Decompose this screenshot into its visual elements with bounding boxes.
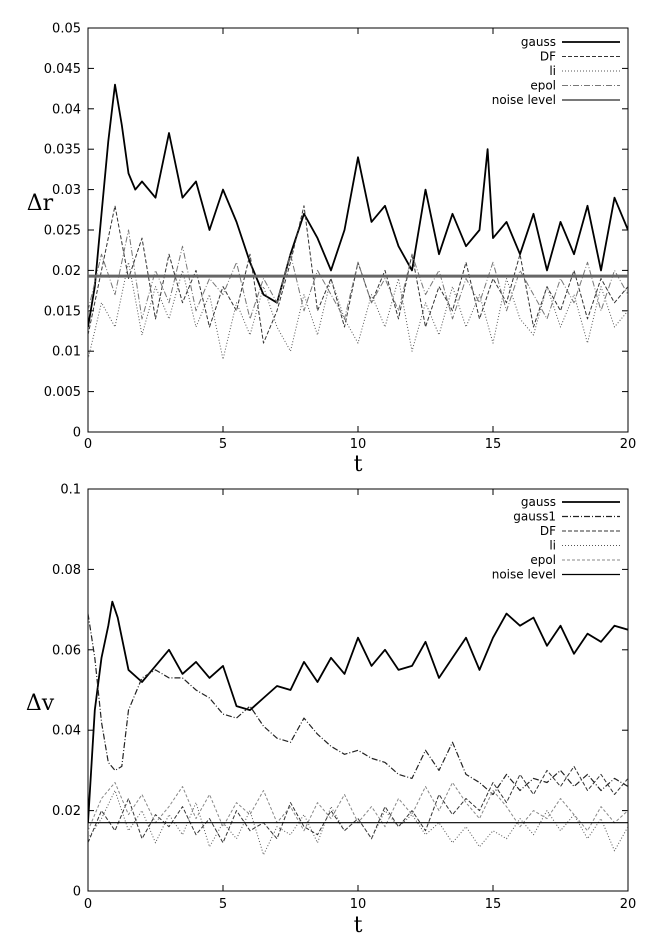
- chart2-legend-label: li: [549, 539, 556, 553]
- chart1-y-tick-label: 0.025: [44, 224, 81, 239]
- chart2-series-line-epol: [88, 782, 628, 832]
- chart1-x-axis-label: t: [354, 452, 363, 477]
- chart2-legend-label: DF: [540, 524, 556, 538]
- chart2-x-tick-label: 5: [219, 897, 227, 912]
- chart1-y-tick-label: 0.02: [52, 264, 81, 279]
- chart1-y-axis-label: Δr: [27, 191, 54, 216]
- chart2-y-tick-label: 0.02: [52, 804, 81, 819]
- chart2-y-axis-label: Δv: [26, 691, 55, 716]
- chart1-y-tick-label: 0.05: [52, 22, 81, 37]
- chart1-y-tick-label: 0.035: [44, 143, 81, 158]
- chart1-x-tick-label: 10: [350, 437, 367, 452]
- chart1-series-line-DF: [88, 205, 628, 344]
- chart1-y-tick-label: 0.005: [44, 385, 81, 400]
- chart2-y-tick-label: 0.08: [52, 563, 81, 578]
- chart2-x-axis-label: t: [354, 913, 363, 938]
- chart1-y-tick-label: 0.01: [52, 345, 81, 360]
- chart2-legend-label: noise level: [492, 568, 556, 582]
- chart2-legend-label: gauss: [521, 495, 556, 509]
- chart1-x-tick-label: 20: [620, 437, 637, 452]
- chart1-legend-label: noise level: [492, 93, 556, 107]
- chart1-y-tick-label: 0.015: [44, 304, 81, 319]
- chart2-x-tick-label: 20: [620, 897, 637, 912]
- chart2-y-tick-label: 0.04: [52, 724, 81, 739]
- chart2-series-line-gauss1: [88, 613, 628, 796]
- chart1-y-tick-label: 0.045: [44, 62, 81, 77]
- chart2-series-line-li: [88, 790, 628, 856]
- chart2-y-tick-label: 0.1: [60, 483, 81, 498]
- chart2-series-line-gauss: [88, 600, 628, 823]
- chart1-y-tick-label: 0.03: [52, 183, 81, 198]
- chart1-legend-label: epol: [530, 79, 556, 93]
- chart2-series-line-DF: [88, 765, 628, 844]
- chart1-series-line-epol: [88, 229, 628, 320]
- chart2-x-tick-label: 10: [350, 897, 367, 912]
- chart1-x-tick-label: 15: [485, 437, 502, 452]
- chart2-x-tick-label: 0: [84, 897, 92, 912]
- chart1-series-line-gauss: [88, 83, 628, 328]
- chart2-plot-frame: [87, 488, 629, 892]
- chart1-legend-label: gauss: [521, 35, 556, 49]
- chart2-legend-label: gauss1: [513, 510, 556, 524]
- chart2-x-tick-label: 15: [485, 897, 502, 912]
- chart2-y-tick-label: 0: [73, 885, 81, 900]
- chart1-x-tick-label: 5: [219, 437, 227, 452]
- chart1-series-line-li: [88, 261, 628, 360]
- chart1-y-tick-label: 0.04: [52, 102, 81, 117]
- chart2-y-tick-label: 0.06: [52, 643, 81, 658]
- chart1-legend-label: DF: [540, 50, 556, 64]
- chart2-legend-label: epol: [530, 553, 556, 567]
- chart1-x-tick-label: 0: [84, 437, 92, 452]
- chart1-legend-label: li: [549, 64, 556, 78]
- chart1-y-tick-label: 0: [73, 426, 81, 441]
